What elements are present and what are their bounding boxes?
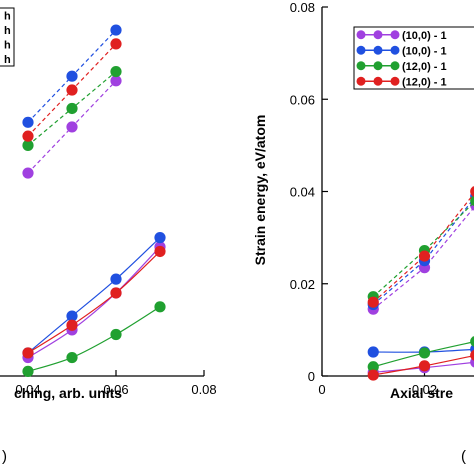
data-point: [66, 351, 78, 364]
right-x-axis-label: Axial stre: [390, 385, 453, 401]
legend-marker: [373, 61, 383, 71]
data-point: [418, 250, 431, 262]
data-point: [22, 116, 34, 128]
series-line: [27, 306, 161, 372]
legend-entry: h: [4, 39, 11, 51]
legend-entry: h: [4, 25, 11, 37]
data-point: [22, 365, 34, 377]
data-point: [66, 102, 78, 115]
data-point: [22, 139, 34, 151]
data-point: [470, 349, 474, 361]
legend-entry: h: [4, 10, 11, 22]
x-tick-label: 0.08: [191, 382, 216, 397]
left-series: [22, 24, 166, 377]
data-point: [470, 186, 474, 197]
series-line: [27, 237, 161, 354]
data-point: [66, 310, 78, 322]
data-point: [110, 328, 122, 341]
left-legend-box: [0, 7, 15, 67]
y-tick-label: 0.02: [290, 277, 315, 292]
data-point: [66, 319, 78, 331]
x-tick-label: 0.06: [103, 382, 128, 397]
legend-entry: (12,0) - 1: [402, 61, 447, 73]
x-tick-label: 0: [318, 382, 325, 397]
legend-marker: [390, 76, 400, 86]
data-point: [367, 369, 379, 381]
series-line: [372, 197, 474, 305]
legend-marker: [356, 76, 366, 86]
data-point: [418, 360, 431, 372]
legend-marker: [373, 76, 383, 86]
data-point: [470, 336, 474, 347]
series-line: [372, 192, 474, 303]
x-tick-label: 0.04: [15, 382, 40, 397]
data-point: [66, 84, 78, 96]
data-point: [110, 38, 122, 50]
left-ticks: 0.04 0.06 0.08: [15, 370, 217, 397]
legend-marker: [356, 45, 366, 55]
right-series: [367, 186, 474, 381]
y-tick-label: 0.04: [290, 185, 315, 200]
legend-marker: [390, 45, 400, 55]
right-panel: 0 0.02 0 0.02 0.04 0.06 0.08 Axial stre Strain…: [252, 0, 474, 465]
legend-marker: [356, 30, 366, 40]
data-point: [110, 65, 122, 78]
data-point: [110, 75, 122, 87]
legend-marker: [373, 30, 383, 40]
x-tick-label: 0.02: [412, 382, 437, 397]
right-ticks: 0 0.02 0 0.02 0.04 0.06 0.08: [290, 0, 437, 397]
legend-marker: [356, 61, 366, 71]
y-tick-label: 0.06: [290, 92, 315, 107]
series-line: [27, 251, 161, 354]
data-point: [418, 347, 431, 359]
right-panel-label: (: [461, 448, 466, 465]
data-point: [22, 347, 34, 359]
y-tick-label: 0.08: [290, 0, 315, 15]
y-tick-label: 0: [308, 369, 315, 384]
series-line: [372, 201, 474, 298]
data-point: [110, 273, 122, 285]
data-point: [367, 361, 379, 373]
data-point: [154, 232, 166, 244]
right-legend-box: [353, 26, 474, 90]
legend-marker: [390, 61, 400, 71]
data-point: [22, 130, 34, 142]
legend-entry: (12,0) - 1: [402, 76, 447, 88]
legend-entry: (10,0) - 1: [402, 45, 447, 57]
legend-entry: (10,0) - 1: [402, 30, 447, 42]
data-point: [22, 167, 34, 179]
data-point: [367, 346, 379, 358]
data-point: [66, 121, 78, 133]
data-point: [110, 287, 122, 299]
series-line: [27, 246, 161, 359]
right-legend: (10,0) - 1 (10,0) - 1 (12,0) - 1 (12,0) - 1: [353, 26, 474, 90]
left-panel-label: ): [2, 448, 7, 465]
data-point: [154, 301, 166, 313]
legend-marker: [373, 45, 383, 55]
legend-entry: h: [4, 54, 11, 66]
data-point: [110, 24, 122, 36]
data-point: [66, 70, 78, 82]
legend-marker: [390, 30, 400, 40]
data-point: [367, 296, 379, 308]
right-y-axis-label: Strain energy, eV/atom: [252, 115, 268, 266]
left-x-axis-label: ching, arb. units: [14, 385, 122, 401]
data-point: [154, 245, 166, 258]
